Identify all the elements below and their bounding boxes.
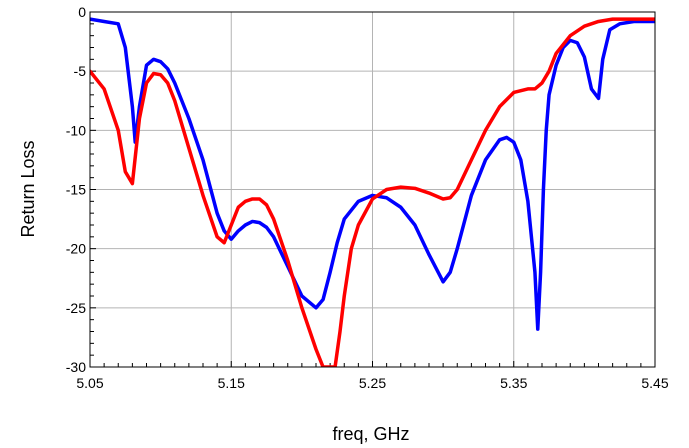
x-tick-label: 5.25 [359, 375, 386, 391]
y-tick-label: -5 [74, 63, 87, 79]
tick-labels: 5.05 5.15 5.25 5.35 5.45 0 -5 -10 -15 -20 -25 -30 [66, 4, 669, 391]
plot-frame [89, 11, 656, 368]
series-group [90, 17, 655, 367]
y-axis-label: Return Loss [18, 140, 38, 237]
y-tick-label: -30 [66, 359, 86, 375]
y-tick-label: -15 [66, 182, 86, 198]
series-line-1 [90, 17, 655, 331]
y-tick-label: 0 [78, 4, 86, 20]
grid [89, 11, 656, 368]
x-tick-label: 5.35 [500, 375, 527, 391]
series-line-2 [90, 17, 655, 367]
y-tick-label: -25 [66, 300, 86, 316]
x-tick-label: 5.45 [641, 375, 668, 391]
x-axis-label: freq, GHz [332, 424, 409, 444]
x-tick-label: 5.05 [76, 375, 103, 391]
x-tick-label: 5.15 [218, 375, 245, 391]
y-tick-label: -10 [66, 122, 86, 138]
y-tick-label: -20 [66, 241, 86, 257]
